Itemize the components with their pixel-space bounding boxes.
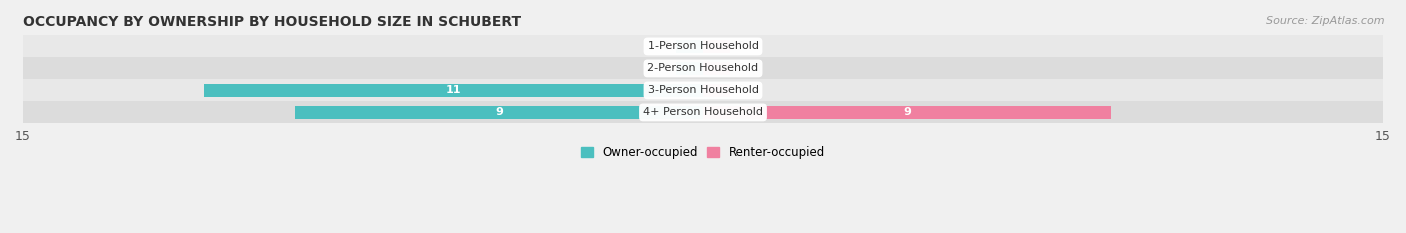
- Bar: [22, 101, 1384, 123]
- Bar: [22, 57, 1384, 79]
- Legend: Owner-occupied, Renter-occupied: Owner-occupied, Renter-occupied: [581, 146, 825, 159]
- Bar: [703, 62, 730, 75]
- Bar: [22, 79, 1384, 101]
- Text: 0: 0: [737, 41, 744, 51]
- Text: 3-Person Household: 3-Person Household: [648, 86, 758, 96]
- Text: 4+ Person Household: 4+ Person Household: [643, 107, 763, 117]
- Text: Source: ZipAtlas.com: Source: ZipAtlas.com: [1267, 16, 1385, 26]
- Text: 1-Person Household: 1-Person Household: [648, 41, 758, 51]
- Bar: [22, 35, 1384, 57]
- Text: 9: 9: [903, 107, 911, 117]
- Text: 0: 0: [737, 63, 744, 73]
- Bar: [204, 84, 703, 97]
- Bar: [676, 62, 703, 75]
- Text: 9: 9: [495, 107, 503, 117]
- Text: 0: 0: [737, 86, 744, 96]
- Bar: [703, 40, 730, 53]
- Text: OCCUPANCY BY OWNERSHIP BY HOUSEHOLD SIZE IN SCHUBERT: OCCUPANCY BY OWNERSHIP BY HOUSEHOLD SIZE…: [22, 15, 522, 29]
- Text: 2-Person Household: 2-Person Household: [647, 63, 759, 73]
- Bar: [676, 40, 703, 53]
- Text: 11: 11: [446, 86, 461, 96]
- Text: 0: 0: [662, 63, 669, 73]
- Bar: [703, 106, 1111, 119]
- Bar: [295, 106, 703, 119]
- Text: 0: 0: [662, 41, 669, 51]
- Bar: [703, 84, 730, 97]
